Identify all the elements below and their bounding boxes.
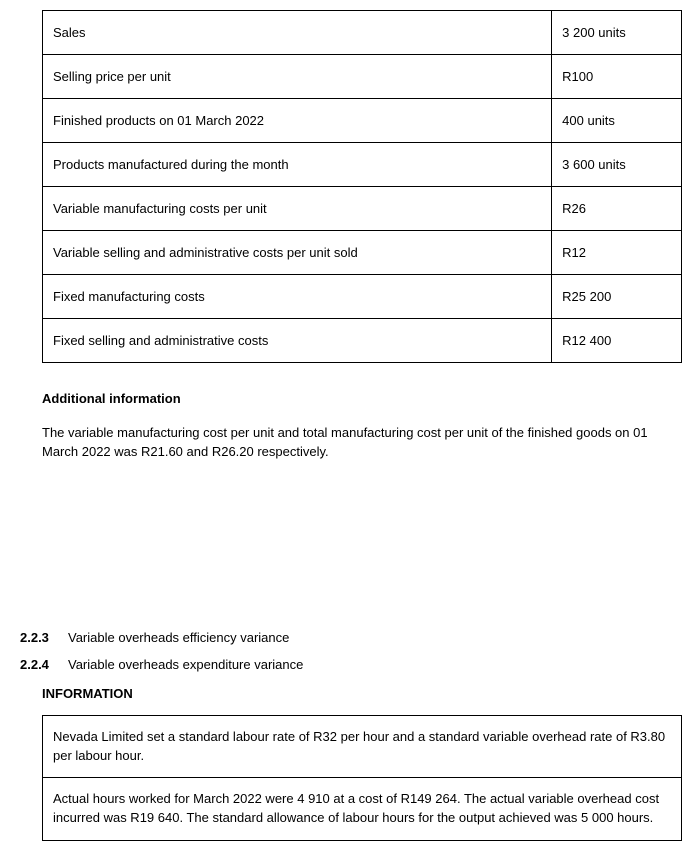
row-label: Selling price per unit xyxy=(43,55,552,99)
info-cell: Actual hours worked for March 2022 were … xyxy=(43,778,682,841)
row-value: R100 xyxy=(552,55,682,99)
row-label: Products manufactured during the month xyxy=(43,143,552,187)
row-value: R25 200 xyxy=(552,275,682,319)
table-row: Finished products on 01 March 2022 400 u… xyxy=(43,99,682,143)
row-value: R26 xyxy=(552,187,682,231)
table-row: Variable manufacturing costs per unit R2… xyxy=(43,187,682,231)
table-row: Actual hours worked for March 2022 were … xyxy=(43,778,682,841)
table-row: Fixed selling and administrative costs R… xyxy=(43,319,682,363)
item-text: Variable overheads efficiency variance xyxy=(68,630,672,645)
row-value: 3 600 units xyxy=(552,143,682,187)
table-row: Nevada Limited set a standard labour rat… xyxy=(43,715,682,778)
row-label: Fixed manufacturing costs xyxy=(43,275,552,319)
row-value: R12 400 xyxy=(552,319,682,363)
numbered-item: 2.2.3 Variable overheads efficiency vari… xyxy=(20,630,672,645)
information-table: Nevada Limited set a standard labour rat… xyxy=(42,715,682,841)
row-value: R12 xyxy=(552,231,682,275)
item-number: 2.2.4 xyxy=(20,657,68,672)
table-row: Fixed manufacturing costs R25 200 xyxy=(43,275,682,319)
item-text: Variable overheads expenditure variance xyxy=(68,657,672,672)
information-heading: INFORMATION xyxy=(42,686,672,701)
info-cell: Nevada Limited set a standard labour rat… xyxy=(43,715,682,778)
table-row: Selling price per unit R100 xyxy=(43,55,682,99)
item-number: 2.2.3 xyxy=(20,630,68,645)
row-value: 3 200 units xyxy=(552,11,682,55)
numbered-item: 2.2.4 Variable overheads expenditure var… xyxy=(20,657,672,672)
table-row: Sales 3 200 units xyxy=(43,11,682,55)
financial-data-table: Sales 3 200 units Selling price per unit… xyxy=(42,10,682,363)
row-label: Variable selling and administrative cost… xyxy=(43,231,552,275)
row-value: 400 units xyxy=(552,99,682,143)
row-label: Sales xyxy=(43,11,552,55)
row-label: Finished products on 01 March 2022 xyxy=(43,99,552,143)
table-row: Variable selling and administrative cost… xyxy=(43,231,682,275)
row-label: Fixed selling and administrative costs xyxy=(43,319,552,363)
additional-info-text: The variable manufacturing cost per unit… xyxy=(42,424,672,462)
table-row: Products manufactured during the month 3… xyxy=(43,143,682,187)
additional-info-heading: Additional information xyxy=(42,391,672,406)
row-label: Variable manufacturing costs per unit xyxy=(43,187,552,231)
